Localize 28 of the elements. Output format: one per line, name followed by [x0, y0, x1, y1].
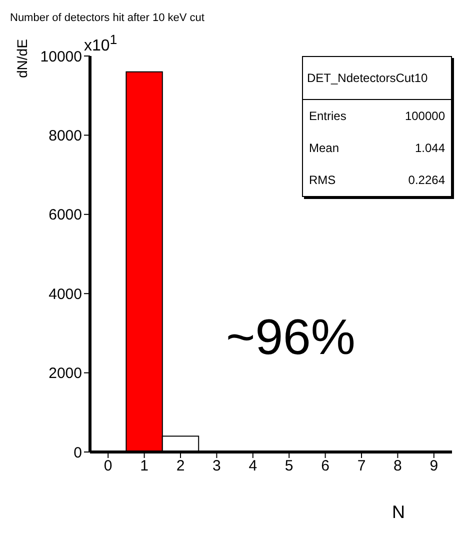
chart-title: Number of detectors hit after 10 keV cut: [10, 12, 204, 24]
y-tick-label: 4000: [48, 286, 82, 303]
annotation: Entries: [309, 109, 346, 123]
x-tick-label: 6: [321, 458, 330, 475]
x-tick-label: 5: [284, 458, 294, 475]
annotation: DET_NdetectorsCut10: [303, 57, 451, 100]
x-tick-label: 4: [248, 458, 258, 475]
x-tick-label: 2: [176, 458, 185, 475]
x-tick-label: 8: [394, 458, 402, 475]
y-tick-label: 2000: [48, 365, 82, 382]
x-tick-label: 7: [357, 458, 366, 475]
y-tick-label: 8000: [48, 128, 82, 145]
annotation: 1.044: [414, 141, 445, 155]
annotation: 0.2264: [408, 173, 445, 187]
annotation: ~96%: [226, 308, 356, 366]
y-axis-title: dN/dE: [14, 39, 30, 78]
y-tick-label: 10000: [40, 48, 82, 66]
x-axis-title: N: [392, 502, 405, 523]
y-tick-label: 6000: [48, 206, 82, 224]
x-tick-label: 0: [104, 458, 112, 475]
x-tick-label: 1: [140, 458, 148, 475]
text: x10$^{1}$: [84, 32, 118, 56]
annotation: 100000: [404, 109, 445, 123]
y-tick-label: 0: [74, 444, 82, 462]
x-tick-label: 3: [212, 458, 221, 475]
x-tick-label: 9: [430, 458, 438, 475]
annotation: Mean: [309, 141, 340, 155]
annotation: RMS: [309, 173, 336, 187]
